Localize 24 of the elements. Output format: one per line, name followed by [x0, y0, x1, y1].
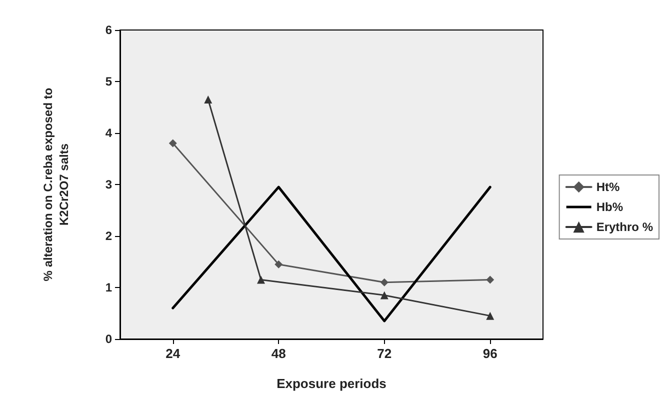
point — [380, 291, 388, 300]
y-tick-label: 4 — [105, 126, 112, 140]
legend-label: Hb% — [596, 200, 624, 214]
point — [274, 260, 283, 268]
y-tick-label: 0 — [105, 332, 112, 346]
y-tick-label: 5 — [105, 74, 112, 88]
y-tick-label: 6 — [105, 23, 112, 37]
point — [486, 276, 494, 284]
point — [380, 278, 388, 286]
legend-label: Ht% — [596, 180, 620, 194]
x-tick-label: 96 — [482, 346, 498, 361]
point — [204, 96, 212, 104]
y-tick-label: 2 — [105, 229, 112, 243]
x-tick-label: 48 — [271, 346, 286, 361]
point — [168, 139, 177, 148]
x-axis-title: Exposure periods — [276, 376, 386, 391]
legend-label: Erythro % — [596, 220, 654, 234]
point — [257, 276, 265, 284]
point — [486, 312, 494, 320]
x-tick-label: 72 — [377, 346, 392, 361]
y-tick-label: 3 — [105, 178, 112, 192]
x-tick-label: 24 — [166, 346, 181, 361]
y-tick-label: 1 — [105, 280, 112, 294]
y-axis-title: % alteration on C.reba exposed to K2Cr2O7 salts — [41, 88, 71, 282]
